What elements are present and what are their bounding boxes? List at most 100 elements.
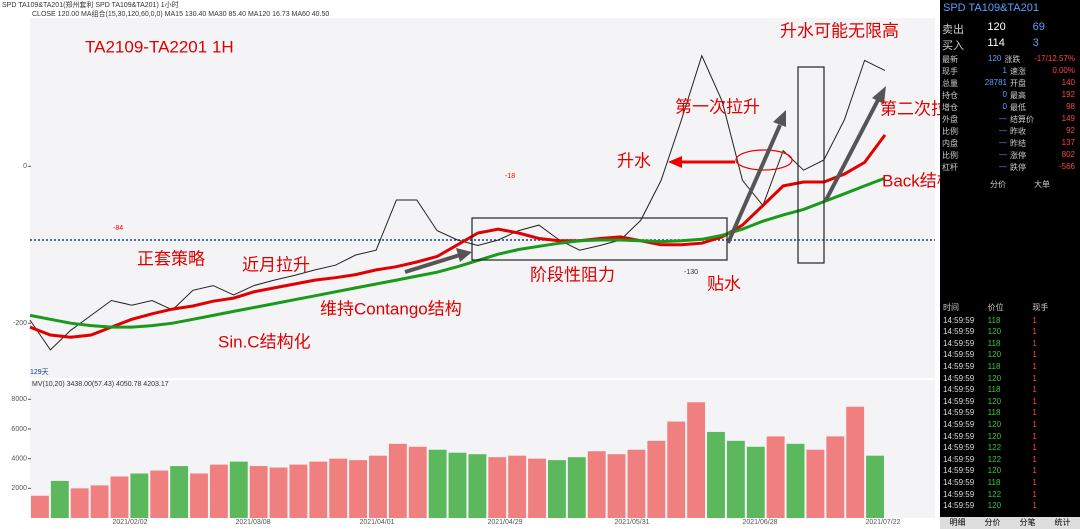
- trade-cell: 1: [1032, 443, 1037, 453]
- range-box: [797, 66, 825, 264]
- trade-cell: 14:59:59: [943, 338, 975, 348]
- date-label: 2021/07/22: [865, 519, 900, 526]
- trade-cell: 14:59:59: [943, 501, 975, 511]
- trade-cell: 122: [987, 454, 1002, 464]
- volume-bar: [488, 457, 507, 518]
- quote-cell: 137: [1061, 138, 1075, 147]
- quote-cell: 持仓: [942, 91, 958, 100]
- volume-bar: [846, 406, 865, 518]
- quote-row: 外盘 — 结算价 149: [942, 114, 1078, 125]
- trade-cell: 118: [987, 385, 1001, 395]
- trade-cell: 14:59:59: [943, 489, 975, 499]
- tab[interactable]: 统计: [1054, 518, 1071, 527]
- quote-row: 比例 — 昨收 92: [942, 126, 1078, 137]
- volume-bar: [229, 461, 248, 518]
- price: 120: [987, 21, 1006, 33]
- volume-bar: [826, 436, 845, 518]
- quote-cell: 涨停: [1010, 151, 1026, 160]
- quote-cell: —: [999, 150, 1007, 159]
- point-label: -84: [113, 225, 123, 232]
- buy-row: 买入 114 3: [942, 37, 1078, 52]
- trade-cell: 1: [1032, 396, 1037, 406]
- trade-cell: 118: [987, 477, 1001, 487]
- annotation: 第一次拉升: [675, 97, 760, 116]
- trade-row: 14:59:59 120 1: [943, 325, 1077, 339]
- volume-bar: [567, 457, 586, 518]
- trade-row: 14:59:59 120 1: [943, 348, 1077, 362]
- quote-cell: 0: [1002, 102, 1007, 111]
- trade-cell: 14:59:59: [943, 315, 975, 325]
- quote-row: 内盘 — 昨结 137: [942, 138, 1078, 149]
- quote-cell: 开盘: [1010, 79, 1026, 88]
- trade-cell: 120: [987, 466, 1002, 476]
- trade-cell: 14:59:59: [943, 361, 975, 371]
- trade-cell: 1: [1032, 466, 1037, 476]
- quote-cell: —: [999, 162, 1007, 171]
- th: 时间: [943, 302, 959, 312]
- volume-bar: [726, 440, 745, 518]
- quote-cell: 0.00%: [1052, 66, 1075, 75]
- trade-cell: 1: [1032, 373, 1037, 383]
- tab[interactable]: 明细: [949, 518, 966, 527]
- tab[interactable]: 大单: [1034, 180, 1050, 189]
- quote-cell: 最低: [1010, 103, 1026, 112]
- date-label: 2021/02/02: [112, 519, 147, 526]
- volume-bar: [329, 458, 348, 518]
- trade-row: 14:59:59 122 1: [943, 487, 1077, 501]
- tab[interactable]: 分价: [990, 180, 1006, 189]
- trade-row: 14:59:59 118 1: [943, 313, 1077, 327]
- quote-cell: 增仓: [942, 103, 958, 112]
- trade-cell: 118: [987, 315, 1001, 325]
- trade-cell: 120: [987, 501, 1002, 511]
- trade-cell: 14:59:59: [943, 419, 975, 429]
- trade-cell: 120: [987, 431, 1002, 441]
- date-label: 2021/05/31: [614, 519, 649, 526]
- volume-bar: [627, 449, 646, 518]
- volume-bar: [90, 485, 109, 518]
- quote-cell: 最高: [1010, 91, 1026, 100]
- price-panel: [30, 18, 935, 378]
- quote-row: 增仓 0 最低 98: [942, 102, 1078, 113]
- quote-cell: 149: [1061, 114, 1075, 123]
- trade-cell: 1: [1032, 315, 1037, 325]
- date-label: 2021/03/08: [235, 519, 270, 526]
- tab[interactable]: 分价: [984, 518, 1001, 527]
- volume-bar: [388, 443, 407, 518]
- volume-bar: [70, 488, 89, 518]
- quote-cell: 涨跌: [1004, 55, 1021, 64]
- arrow-left: [668, 156, 735, 168]
- trade-cell: 1: [1032, 361, 1037, 371]
- trade-cell: 1: [1032, 501, 1037, 511]
- trade-row: 14:59:59 118 1: [943, 336, 1077, 350]
- trade-cell: 14:59:59: [943, 373, 975, 383]
- volume-bar: [428, 449, 447, 518]
- quote-row: 比例 — 涨停 802: [942, 150, 1078, 161]
- trade-cell: 14:59:59: [943, 350, 975, 360]
- annotation: 阶段性阻力: [530, 265, 615, 284]
- annotation: 贴水: [707, 274, 741, 293]
- trade-cell: 120: [987, 327, 1002, 337]
- date-label: 2021/04/29: [487, 519, 522, 526]
- volume-bar: [508, 455, 527, 518]
- quote-cell: 比例: [942, 151, 958, 160]
- date-label: 2021/06/28: [742, 519, 777, 526]
- quote-cell: —: [999, 114, 1007, 123]
- qty: 3: [1032, 37, 1039, 49]
- volume-bar: [209, 464, 228, 518]
- annotation: 近月拉升: [242, 255, 310, 274]
- quote-cell: 802: [1061, 150, 1075, 159]
- quote-cell: 昨收: [1010, 127, 1026, 136]
- trade-cell: 1: [1032, 338, 1037, 348]
- quote-cell: 结算价: [1010, 115, 1034, 124]
- trade-cell: 14:59:59: [943, 477, 975, 487]
- chart: SPD TA109&TA201(郑州套利 SPD TA109&TA201) 1小…: [2, 0, 940, 526]
- tab[interactable]: 分笔: [1019, 518, 1036, 527]
- quote-cell: 比例: [942, 127, 958, 136]
- trade-row: 14:59:59 120 1: [943, 394, 1077, 408]
- quote-row: 持仓 0 最高 192: [942, 90, 1078, 101]
- quote-cell: 跌停: [1010, 163, 1026, 172]
- annotation: 升水可能无限高: [780, 21, 899, 40]
- volume-bar: [408, 446, 427, 518]
- annotation: TA2109-TA2201 1H: [85, 37, 234, 56]
